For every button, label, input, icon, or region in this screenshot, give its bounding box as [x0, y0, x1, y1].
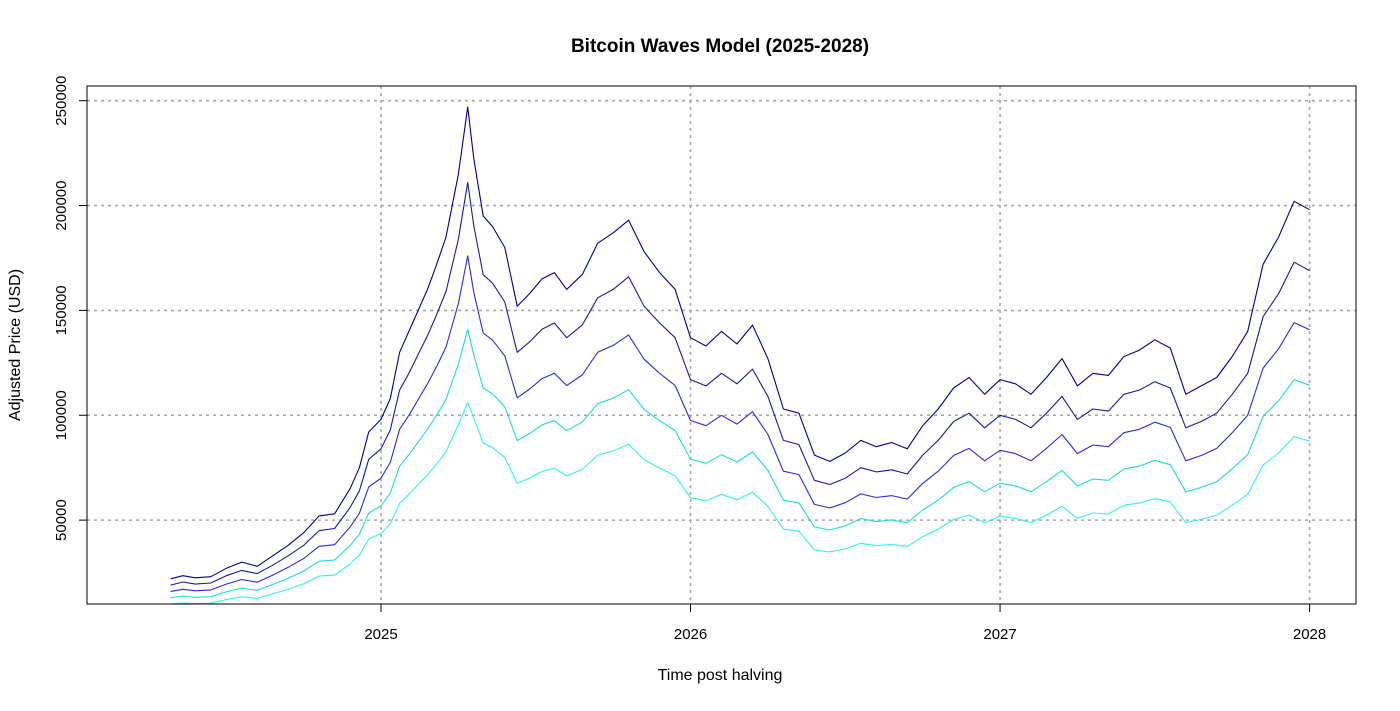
chart-title: Bitcoin Waves Model (2025-2028) [571, 36, 869, 57]
x-tick-label-2027: 2027 [983, 626, 1016, 643]
series-line-5 [170, 402, 1310, 605]
x-tick-label-2025: 2025 [364, 626, 397, 643]
y-tick-label-100000: 100000 [53, 390, 70, 440]
grid [87, 86, 1356, 604]
y-tick-label-50000: 50000 [53, 499, 70, 541]
y-tick-label-150000: 150000 [53, 285, 70, 335]
series-line-3 [170, 255, 1310, 592]
y-axis: 50000 100000 150000 200000 250000 [53, 76, 87, 541]
x-axis: 2025 2026 2027 2028 [364, 604, 1326, 643]
y-tick-label-250000: 250000 [53, 76, 70, 126]
series-group [170, 106, 1310, 605]
y-tick-label-200000: 200000 [53, 181, 70, 231]
x-axis-label: Time post halving [658, 667, 783, 684]
x-tick-label-2028: 2028 [1293, 626, 1326, 643]
series-line-1 [170, 106, 1310, 580]
x-tick-label-2026: 2026 [674, 626, 707, 643]
series-line-4 [170, 328, 1310, 599]
series-line-2 [170, 181, 1310, 586]
y-axis-label: Adjusted Price (USD) [7, 269, 24, 421]
plot-area-border [86, 85, 1357, 605]
